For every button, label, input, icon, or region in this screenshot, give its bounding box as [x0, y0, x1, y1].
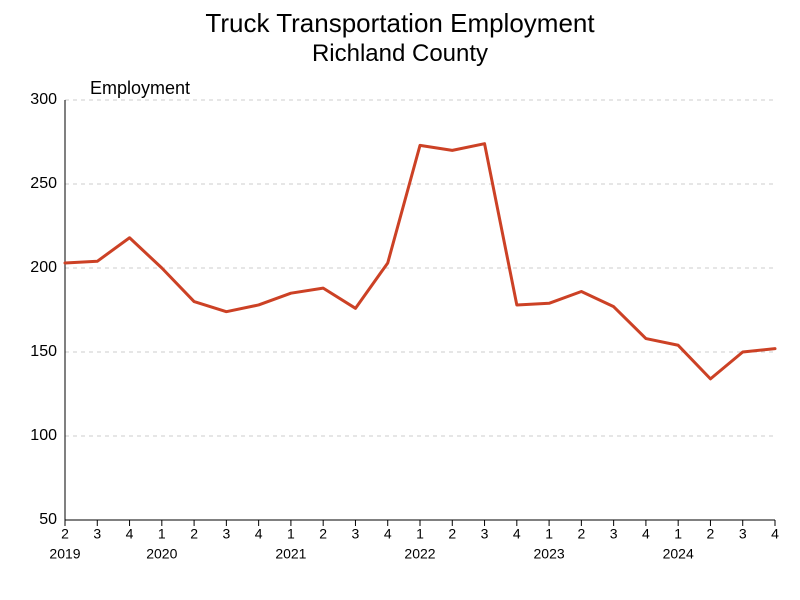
year-label: 2022 — [404, 545, 435, 561]
year-label: 2024 — [663, 545, 694, 561]
xtick-label: 2 — [577, 525, 585, 541]
ytick-label: 300 — [30, 91, 57, 108]
xtick-label: 3 — [739, 525, 747, 541]
xtick-label: 3 — [610, 525, 618, 541]
xtick-label: 4 — [255, 525, 263, 541]
year-label: 2021 — [275, 545, 306, 561]
ytick-label: 250 — [30, 175, 57, 192]
year-label: 2023 — [534, 545, 565, 561]
xtick-label: 3 — [481, 525, 489, 541]
ytick-label: 150 — [30, 343, 57, 360]
year-label: 2020 — [146, 545, 177, 561]
xtick-label: 1 — [545, 525, 553, 541]
xtick-label: 4 — [513, 525, 521, 541]
xtick-label: 2 — [707, 525, 715, 541]
data-line — [65, 144, 775, 379]
xtick-label: 1 — [674, 525, 682, 541]
xtick-label: 2 — [319, 525, 327, 541]
xtick-label: 3 — [352, 525, 360, 541]
xtick-label: 1 — [158, 525, 166, 541]
ytick-label: 100 — [30, 427, 57, 444]
xtick-label: 4 — [126, 525, 134, 541]
xtick-label: 2 — [190, 525, 198, 541]
xtick-label: 3 — [222, 525, 230, 541]
xtick-label: 1 — [416, 525, 424, 541]
xtick-label: 1 — [287, 525, 295, 541]
xtick-label: 3 — [93, 525, 101, 541]
ytick-label: 50 — [39, 511, 57, 528]
ytick-label: 200 — [30, 259, 57, 276]
chart-svg: 50 100 150 200 250 300 2 3 4 1 2 3 4 1 2 3 4 1 2 3 4 1 2 3 4 1 2 3 4… — [0, 0, 800, 600]
xtick-label: 2 — [448, 525, 456, 541]
chart-container: Truck Transportation Employment Richland… — [0, 0, 800, 600]
xtick-label: 4 — [384, 525, 392, 541]
xtick-label: 2 — [61, 525, 69, 541]
xtick-label: 4 — [771, 525, 779, 541]
year-label: 2019 — [49, 545, 80, 561]
xtick-label: 4 — [642, 525, 650, 541]
